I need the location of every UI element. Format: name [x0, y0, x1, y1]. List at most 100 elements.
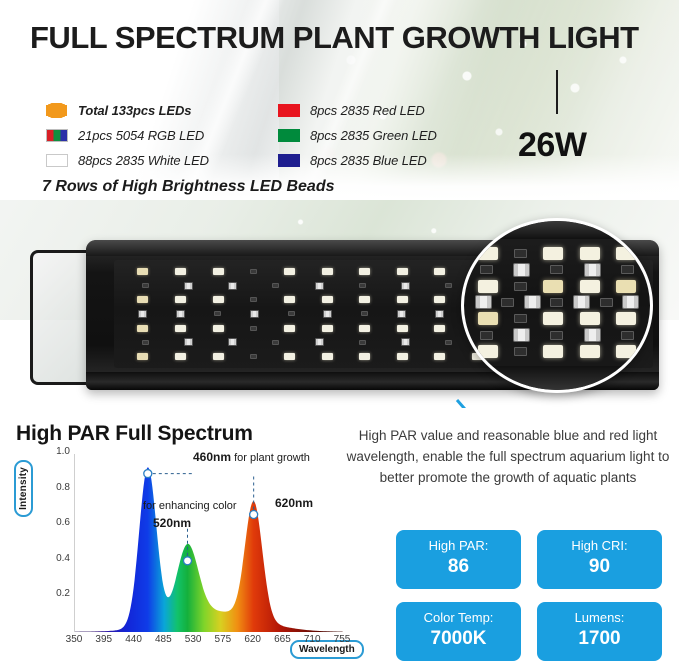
x-axis-tick: 755	[333, 634, 351, 645]
led-bead	[212, 324, 224, 332]
led-bead	[434, 324, 446, 332]
magnified-led-bead	[550, 297, 564, 307]
legend-label: 8pcs 2835 Green LED	[310, 127, 437, 143]
led-bead	[272, 339, 280, 345]
led-bead	[212, 352, 224, 360]
magnified-led-bead	[615, 279, 636, 293]
red-swatch-icon	[278, 103, 300, 117]
plot-area: 460nm for plant growth for enhancing col…	[74, 450, 343, 632]
led-bead	[183, 338, 193, 347]
led-bead	[183, 281, 193, 290]
peak-marker	[182, 556, 193, 566]
magnified-led-bead	[620, 330, 634, 340]
magnified-led-row	[470, 278, 644, 294]
divider	[556, 70, 558, 114]
led-bead	[359, 352, 371, 360]
legend-item: 8pcs 2835 Green LED	[278, 124, 488, 146]
hero-fade	[0, 154, 679, 200]
magnified-led-bead	[615, 246, 636, 260]
magnified-led-bead	[543, 279, 564, 293]
y-axis-tick: 0.8	[56, 481, 70, 493]
x-axis-tick: 665	[274, 634, 291, 645]
led-bead	[141, 339, 149, 345]
magnifier-housing-top	[464, 221, 650, 239]
led-bead	[228, 281, 238, 290]
x-axis-tick: 485	[154, 634, 172, 645]
y-axis-tick: 0.6	[56, 517, 70, 529]
led-bead	[250, 297, 258, 303]
led-bead	[434, 309, 444, 318]
led-bead	[396, 352, 408, 360]
legend-label: 8pcs 2835 Blue LED	[310, 152, 427, 168]
magnifier-pointer-arrow	[455, 399, 466, 408]
mounting-bracket	[30, 250, 88, 385]
led-bead	[174, 268, 186, 275]
led-bead	[314, 338, 324, 347]
magnified-led-bead	[474, 295, 492, 310]
spectrum-area	[75, 467, 343, 632]
rows-caption: 7 Rows of High Brightness LED Beads	[42, 178, 335, 195]
magnifier-housing-bottom	[464, 366, 650, 390]
legend-item: 21pcs 5054 RGB LED	[46, 124, 276, 146]
led-bead	[272, 283, 280, 289]
magnified-led-row	[470, 294, 644, 310]
led-bead	[283, 268, 295, 275]
legend-item: 88pcs 2835 White LED	[46, 149, 276, 171]
y-axis-tick: 1.0	[56, 446, 70, 457]
x-axis-tick: 710	[303, 634, 321, 645]
stat-box: High PAR: 86	[396, 530, 521, 589]
spec-stats: High PAR: 86 High CRI: 90 Color Temp: 7000K Lu…	[396, 530, 666, 661]
magnified-led-bead	[615, 312, 636, 326]
magnified-led-bead	[615, 345, 636, 359]
led-bead	[445, 283, 453, 289]
led-bead	[141, 283, 149, 289]
magnified-led-bead	[514, 248, 528, 258]
led-bead	[212, 296, 224, 304]
rgb-swatch-icon	[46, 128, 68, 142]
magnified-led-bead	[599, 297, 613, 307]
magnified-led-row	[470, 344, 644, 360]
led-bead	[321, 352, 333, 360]
annotation-620nm: 620nm	[275, 496, 314, 510]
led-bead	[287, 311, 295, 317]
magnified-led-bead	[514, 281, 528, 291]
x-axis-ticks: 350 395 440 485 530 575 620 665 710 755	[66, 634, 351, 650]
y-axis-ticks: 0.2 0.4 0.6 0.8 1.0	[44, 446, 70, 632]
led-bead	[283, 324, 295, 332]
magnified-led-bead	[478, 279, 499, 293]
stat-label: High CRI:	[571, 538, 628, 553]
stat-label: Lumens:	[574, 609, 625, 625]
legend-label: 8pcs 2835 Red LED	[310, 102, 425, 118]
x-axis-label: Wavelength	[290, 640, 364, 659]
spectrum-chart: Intensity Wavelength 0.2 0.4 0.6 0.8 1.0 350…	[12, 446, 364, 664]
magnified-led-bead	[478, 246, 499, 260]
legend-label: Total 133pcs LEDs	[78, 102, 192, 118]
led-bead	[359, 296, 371, 304]
magnified-led-row	[470, 327, 644, 343]
led-bead	[283, 296, 295, 304]
led-bead	[401, 338, 411, 347]
led-bead	[283, 352, 295, 360]
stat-label: Color Temp:	[423, 609, 494, 625]
magnified-led-bead	[478, 345, 499, 359]
magnified-led-bead	[579, 246, 600, 260]
magnified-led-bead	[480, 330, 494, 340]
y-axis-tick: 0.2	[56, 588, 70, 600]
led-bead	[250, 269, 258, 274]
peak-marker	[143, 468, 153, 479]
led-bead	[212, 268, 224, 275]
stat-box: High CRI: 90	[537, 530, 662, 589]
x-axis-tick: 440	[125, 634, 142, 645]
magnified-led-bead	[478, 312, 499, 326]
magnified-led-row	[470, 311, 644, 327]
led-bead	[434, 268, 446, 275]
magnified-led-bead	[513, 262, 531, 277]
chart-title: High PAR Full Spectrum	[16, 422, 253, 445]
stat-value: 86	[447, 556, 470, 578]
led-bead	[321, 324, 333, 332]
led-bead	[396, 324, 408, 332]
magnified-led-bead	[620, 265, 634, 275]
magnified-led-bead	[550, 330, 564, 340]
led-bead	[358, 339, 366, 345]
x-axis-tick: 530	[184, 634, 202, 645]
